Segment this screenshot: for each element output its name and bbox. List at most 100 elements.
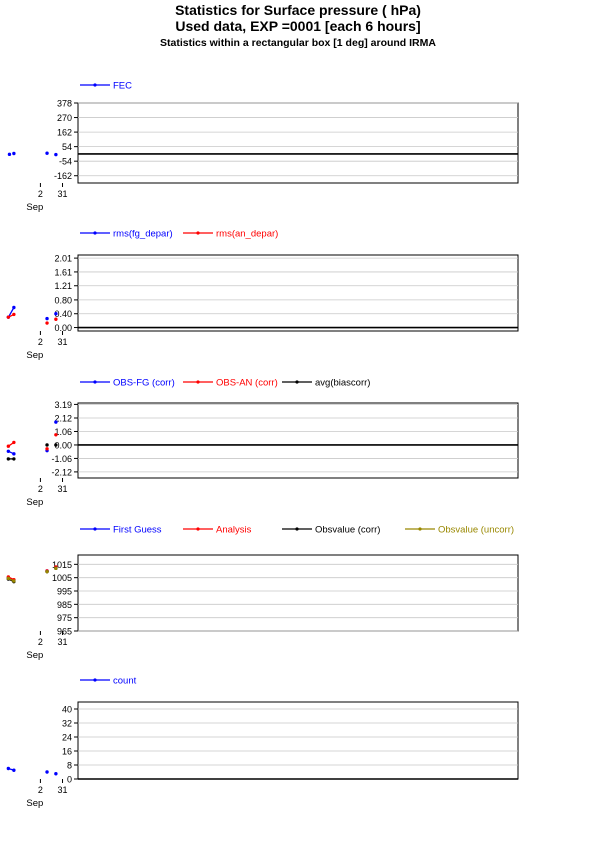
data-point <box>54 420 58 424</box>
y-tick-label: 0.80 <box>54 295 72 305</box>
y-tick-label: 975 <box>57 613 72 623</box>
x-tick-label: 31 <box>58 484 68 494</box>
data-point <box>12 768 16 772</box>
legend-label: count <box>113 676 137 687</box>
figure-caption: Statistics within a rectangular box [1 d… <box>160 37 436 49</box>
plot-frame <box>77 254 519 332</box>
data-point <box>12 457 16 461</box>
y-tick-label: 2.12 <box>54 414 72 424</box>
data-point <box>54 443 58 447</box>
legend-label: Analysis <box>216 525 252 536</box>
data-point <box>6 457 11 461</box>
legend-marker <box>196 231 200 235</box>
chart-panel-3: 3.192.121.060.00-1.06-2.1231246810SepOBS… <box>6 378 519 508</box>
legend-marker <box>93 380 97 384</box>
legend-marker <box>93 527 97 531</box>
legend-marker <box>418 527 422 531</box>
data-point <box>54 566 58 571</box>
data-point <box>54 433 58 437</box>
data-point <box>12 579 16 583</box>
x-tick-label: 31 <box>58 337 68 347</box>
chart-panel-5: 403224168031246810Sepcount <box>6 676 519 809</box>
y-tick-label: 24 <box>62 733 72 743</box>
x-month-label: Sep <box>26 798 43 809</box>
data-point <box>7 152 12 157</box>
chart-panel-2: 2.011.611.210.800.400.0031246810Seprms(f… <box>6 229 519 361</box>
y-tick-label: 32 <box>62 719 72 729</box>
y-tick-label: 0.40 <box>54 309 72 319</box>
x-month-label: Sep <box>26 202 43 213</box>
y-tick-label: 1.21 <box>54 281 72 291</box>
data-point <box>6 766 11 771</box>
x-month-label: Sep <box>26 497 43 508</box>
y-tick-label: 985 <box>57 600 72 610</box>
y-tick-label: 0.00 <box>54 323 72 333</box>
y-tick-label: 3.19 <box>54 400 72 410</box>
series-line <box>7 307 15 318</box>
data-point <box>12 151 16 156</box>
legend-label: avg(biascorr) <box>315 378 370 389</box>
figure-subtitle: Used data, EXP =0001 [each 6 hours] <box>175 18 421 34</box>
y-tick-label: 40 <box>62 705 72 715</box>
y-tick-label: 995 <box>57 587 72 597</box>
legend-label: FEC <box>113 81 132 92</box>
legend-marker <box>295 527 299 531</box>
data-point <box>54 772 58 776</box>
plot-frame <box>77 402 519 479</box>
y-tick-label: 965 <box>57 627 72 637</box>
y-tick-label: 0 <box>67 775 72 785</box>
data-point <box>12 305 16 310</box>
data-point <box>54 317 58 321</box>
y-tick-label: 8 <box>67 761 72 771</box>
data-point <box>45 569 49 574</box>
data-point <box>6 576 11 581</box>
data-point <box>45 316 49 321</box>
y-tick-label: 162 <box>57 128 72 138</box>
x-tick-label: 2 <box>38 337 43 347</box>
y-tick-label: 2.01 <box>54 254 72 264</box>
x-tick-label: 31 <box>58 785 68 795</box>
data-point <box>12 452 16 456</box>
legend-label: rms(fg_depar) <box>113 229 173 240</box>
data-point <box>45 770 49 774</box>
data-point <box>6 444 11 448</box>
legend-label: Obsvalue (corr) <box>315 525 380 536</box>
x-month-label: Sep <box>26 650 43 661</box>
y-tick-label: 1005 <box>52 573 72 583</box>
legend-marker <box>93 678 97 682</box>
y-tick-label: -2.12 <box>51 467 72 477</box>
plot-frame <box>77 701 519 780</box>
legend-marker <box>93 231 97 235</box>
y-tick-label: 270 <box>57 113 72 123</box>
y-tick-label: 1.06 <box>54 427 72 437</box>
data-point <box>45 443 49 447</box>
y-tick-label: 1015 <box>52 560 72 570</box>
chart-panel-4: 1015100599598597596531246810SepFirst Gue… <box>6 525 519 661</box>
data-point <box>6 315 11 319</box>
legend-marker <box>196 527 200 531</box>
y-tick-label: -1.06 <box>51 454 72 464</box>
x-month-label: Sep <box>26 350 43 361</box>
legend-label: OBS-AN (corr) <box>216 378 278 389</box>
legend-label: First Guess <box>113 525 162 536</box>
data-point <box>6 449 11 454</box>
data-point <box>54 312 58 316</box>
y-tick-label: -162 <box>54 171 72 181</box>
data-point <box>45 151 49 155</box>
data-point <box>54 152 58 157</box>
y-tick-label: 54 <box>62 142 72 152</box>
legend-label: OBS-FG (corr) <box>113 378 175 389</box>
x-tick-label: 31 <box>58 637 68 647</box>
legend-marker <box>196 380 200 384</box>
y-tick-label: 378 <box>57 99 72 109</box>
y-tick-label: 16 <box>62 747 72 757</box>
data-point <box>12 312 16 317</box>
y-tick-label: 1.61 <box>54 267 72 277</box>
legend-label: Obsvalue (uncorr) <box>438 525 514 536</box>
x-tick-label: 31 <box>58 189 68 199</box>
plot-frame <box>77 554 519 632</box>
data-point <box>12 440 16 445</box>
legend-marker <box>295 380 299 384</box>
plot-frame <box>77 102 519 184</box>
